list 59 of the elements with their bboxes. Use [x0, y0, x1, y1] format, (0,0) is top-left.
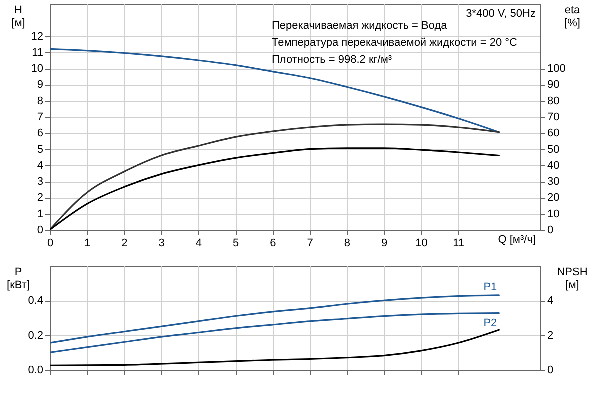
y2-axis-title: eta [%]: [564, 4, 582, 30]
y2-tick-label: 90: [548, 79, 560, 92]
y-tick-label: 0: [37, 224, 44, 236]
x-tick-label: 8: [344, 238, 351, 250]
y2-tick-label: 20: [548, 192, 560, 204]
y2-tick-label: 4: [548, 295, 554, 308]
line-series: [50, 148, 500, 230]
line-series: [50, 312, 500, 354]
y-tick-label: 8: [37, 95, 44, 108]
y2-tick-label: 70: [548, 112, 560, 124]
annotation: Температура перекачиваемой жидкости = 20 °C: [272, 37, 518, 49]
y-tick-label: 3: [37, 176, 44, 188]
y-tick-label: 9: [37, 79, 44, 92]
y-tick-label: 5: [37, 144, 44, 156]
y2-tick-label: 60: [548, 128, 560, 140]
y-tick-label: 0.0: [28, 364, 44, 376]
chart-title: 3*400 V, 50Hz: [466, 8, 536, 20]
y-tick-label: 6: [37, 128, 44, 140]
y-tick-label: 0.4: [28, 295, 44, 308]
y-tick-label: 2: [37, 192, 44, 204]
line-series: [50, 329, 500, 366]
x-tick-label: 4: [196, 238, 202, 250]
y-axis-title: H [м]: [12, 4, 26, 30]
y-tick-label: 0.2: [28, 330, 44, 342]
x-tick-label: 10: [416, 238, 428, 250]
y-tick-label: 12: [31, 30, 44, 43]
y2-tick-label: 40: [548, 160, 560, 172]
y2-tick-label: 30: [548, 176, 560, 188]
series-label: P1: [484, 281, 498, 294]
y2-tick-label: 0: [548, 364, 554, 376]
x-tick-label: 6: [270, 238, 276, 250]
x-tick-label: 9: [382, 238, 388, 250]
y2-tick-label: 2: [548, 330, 554, 342]
y2-axis-title: NPSH [м]: [557, 266, 588, 292]
y2-tick-label: 80: [548, 95, 560, 108]
y-tick-label: 11: [32, 46, 44, 59]
y-tick-label: 4: [37, 160, 44, 172]
line-series: [50, 294, 500, 344]
x-tick-label: 3: [158, 238, 165, 250]
y-tick-label: 1: [37, 208, 44, 220]
x-tick-label: 1: [84, 238, 91, 250]
series-label: P2: [484, 317, 498, 330]
y2-tick-label: 10: [548, 208, 560, 220]
y2-tick-label: 0: [548, 224, 554, 236]
x-tick-label: 0: [47, 238, 54, 250]
line-series: [50, 48, 500, 134]
annotation: Перекачиваемая жидкость = Вода: [272, 20, 448, 32]
y-tick-label: 7: [37, 112, 44, 124]
x-tick-label: 7: [307, 238, 314, 250]
line-series: [50, 124, 500, 230]
x-axis-title: Q [м³/ч]: [498, 234, 536, 246]
y2-tick-label: 100: [548, 63, 566, 76]
y-axis-title: P [кВт]: [7, 266, 30, 292]
y-tick-label: 10: [31, 63, 44, 76]
annotation: Плотность = 998.2 кг/м³: [272, 54, 392, 66]
y2-tick-label: 50: [548, 144, 560, 156]
x-tick-label: 5: [233, 238, 240, 250]
x-tick-label: 11: [453, 238, 465, 250]
x-tick-label: 2: [122, 238, 128, 250]
